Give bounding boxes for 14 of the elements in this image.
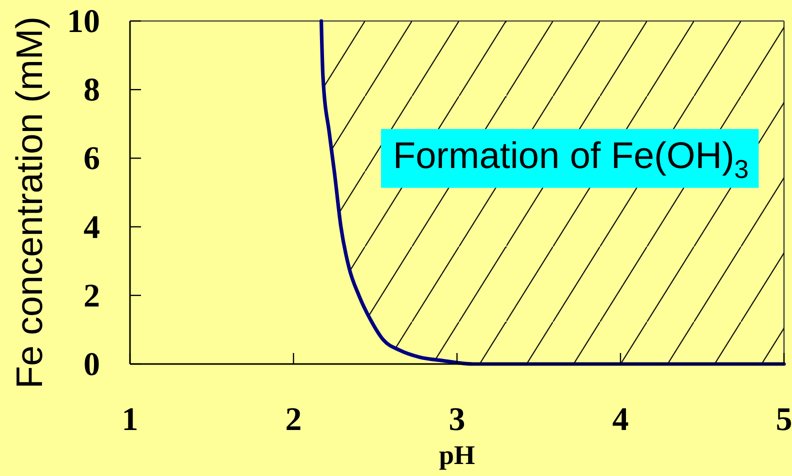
y-tick-label: 4 (84, 210, 100, 246)
y-tick-label: 2 (84, 278, 100, 314)
x-tick-label: 5 (776, 402, 792, 438)
x-tick-label: 1 (122, 402, 138, 438)
x-tick-label: 3 (448, 402, 466, 438)
y-tick-label: 8 (84, 72, 100, 109)
x-tick-label: 4 (612, 402, 629, 438)
y-tick-label: 10 (67, 4, 100, 40)
y-tick-label: 6 (84, 141, 100, 178)
y-axis-title: Fe concentration (mM) (9, 16, 50, 389)
x-tick-label: 2 (285, 402, 302, 438)
x-axis-title: pH (438, 440, 476, 470)
y-tick-label: 0 (84, 347, 100, 383)
annotation: Formation of Fe(OH)$_{3}$ (393, 135, 749, 184)
